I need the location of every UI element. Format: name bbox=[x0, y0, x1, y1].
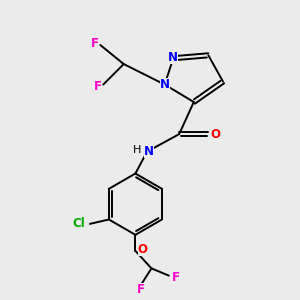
Text: N: N bbox=[160, 78, 170, 91]
Text: F: F bbox=[91, 37, 99, 50]
Text: F: F bbox=[172, 271, 180, 284]
Text: F: F bbox=[94, 80, 102, 93]
Text: N: N bbox=[143, 145, 154, 158]
Text: F: F bbox=[137, 283, 145, 296]
Text: O: O bbox=[138, 243, 148, 256]
Text: H: H bbox=[133, 145, 141, 155]
Text: Cl: Cl bbox=[72, 218, 85, 230]
Text: O: O bbox=[211, 128, 221, 141]
Text: N: N bbox=[168, 51, 178, 64]
